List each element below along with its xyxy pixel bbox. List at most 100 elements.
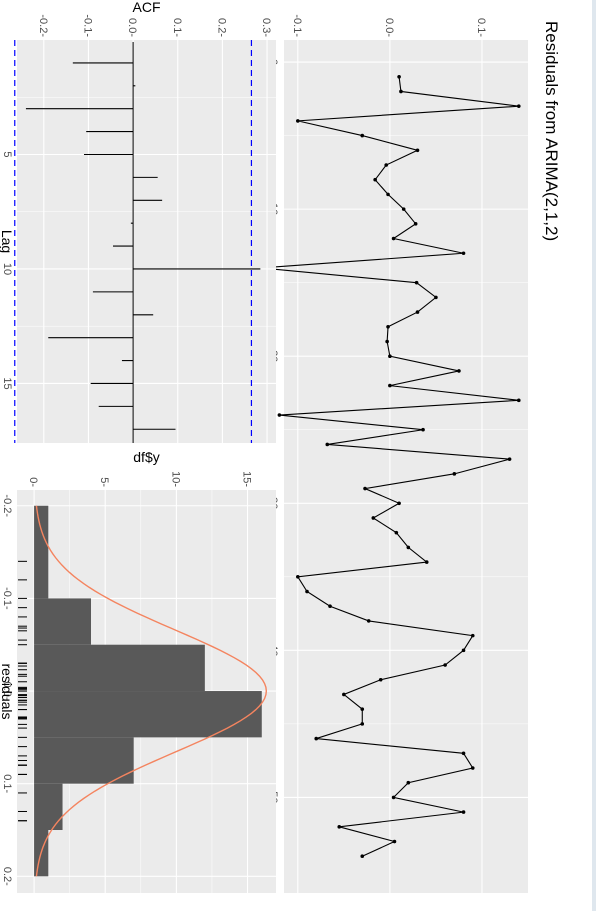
histogram-x-axis-label: residuals (0, 663, 15, 719)
residual-point (296, 119, 300, 123)
histogram-axis-ticks: -0.2- -0.1- 0.0- 0.1- 0.2- 0- 5- 10- 15- (1, 471, 253, 886)
y-tick-label: 0.3- (260, 18, 272, 37)
residual-point (342, 692, 346, 697)
residual-point (360, 722, 365, 726)
residual-point (314, 736, 319, 741)
residual-point (366, 619, 371, 623)
residuals-panel: Residuals from ARIMA(2,1,2) 01020304050-… (259, 14, 561, 893)
residuals-plot-background (284, 40, 528, 893)
acf-plot-background (17, 40, 276, 443)
residual-point (461, 751, 466, 756)
x-tick-label: 0.1- (1, 774, 13, 793)
residual-point (371, 516, 376, 520)
acf-marks (14, 40, 261, 443)
residual-point (406, 545, 411, 550)
acf-panel: 5 10 15 -0.2- -0.1- 0.0- 0.1- 0.2- 0.3- Lag ACF (0, 0, 276, 443)
residual-point (424, 560, 429, 564)
residual-point (373, 177, 377, 182)
residual-point (363, 486, 367, 491)
residual-point (296, 575, 300, 579)
normal-density-curve (35, 505, 268, 877)
y-tick-label: 10- (169, 471, 181, 487)
residual-point (360, 707, 365, 711)
residual-point (360, 133, 365, 138)
residuals-chart-title: Residuals from ARIMA(2,1,2) (542, 21, 561, 241)
y-tick-label: 0.2- (215, 18, 227, 37)
residual-point (413, 222, 418, 226)
histogram-marks (18, 505, 268, 877)
residual-point (516, 398, 521, 403)
y-tick-label: -0.1- (81, 14, 93, 37)
residual-point (461, 251, 466, 256)
acf-axis-ticks: 5 10 15 -0.2- -0.1- 0.0- 0.1- 0.2- 0.3- (1, 14, 272, 389)
y-tick-label: -0.2- (37, 14, 49, 37)
histogram-y-axis-label: df$y (133, 449, 159, 465)
residual-point (399, 89, 403, 94)
residual-point (415, 148, 420, 153)
residual-point (507, 457, 512, 461)
histogram-bar (34, 691, 262, 738)
y-tick-label: -0.1- (291, 14, 303, 37)
residual-point (392, 839, 397, 844)
x-tick-label: 5 (1, 151, 13, 157)
residual-point (394, 530, 399, 535)
residual-point (337, 825, 342, 829)
residual-point (470, 766, 475, 770)
residual-point (401, 207, 406, 211)
acf-grid (17, 40, 276, 443)
residual-point (328, 604, 332, 609)
histogram-bar (34, 505, 49, 599)
residual-point (391, 795, 396, 800)
residual-point (414, 280, 419, 285)
y-tick-label: 0.1- (171, 18, 183, 37)
residual-point (277, 413, 282, 417)
histogram-bar (34, 783, 63, 831)
y-tick-label: 0.0- (126, 18, 138, 37)
residual-series-line (260, 76, 519, 857)
residual-point (305, 589, 309, 594)
residuals-marks (259, 74, 521, 859)
residual-point (378, 677, 383, 682)
x-tick-label: -0.2- (1, 494, 13, 517)
histogram-bar (34, 737, 134, 784)
residual-point (434, 295, 438, 300)
histogram-panel: -0.2- -0.1- 0.0- 0.1- 0.2- 0- 5- 10- 15- residua… (0, 449, 276, 893)
residual-point (397, 501, 401, 506)
residual-point (384, 163, 389, 167)
residual-point (386, 324, 390, 329)
y-tick-label: 0- (27, 477, 39, 487)
x-tick-label: 0.0- (1, 682, 13, 701)
right-window-edge (592, 0, 596, 911)
residual-point (388, 354, 392, 358)
y-tick-label: 0.0- (383, 18, 395, 37)
residual-point (516, 104, 521, 108)
residual-point (397, 74, 401, 79)
x-tick-label: -0.1- (1, 587, 13, 610)
residual-point (457, 369, 461, 373)
histogram-bar (34, 644, 205, 692)
x-tick-label: 0.2- (1, 867, 13, 886)
residual-point (443, 663, 447, 667)
acf-x-axis-label: Lag (0, 230, 15, 253)
residual-point (461, 810, 466, 814)
residual-point (415, 310, 420, 314)
y-tick-label: 15- (241, 471, 253, 487)
y-tick-label: 0.1- (475, 18, 487, 37)
residual-point (406, 780, 411, 785)
x-tick-label: 15 (1, 377, 13, 389)
residual-point (452, 472, 457, 476)
residual-point (461, 648, 466, 653)
residual-point (391, 236, 396, 241)
residual-point (470, 633, 475, 638)
y-tick-label: 5- (98, 477, 110, 487)
x-tick-label: 10 (1, 263, 13, 275)
residual-point (325, 442, 330, 447)
acf-y-axis-label: ACF (133, 0, 161, 15)
residual-point (421, 427, 425, 432)
residual-point (388, 383, 392, 388)
histogram-bar (34, 598, 91, 645)
residual-point (386, 192, 390, 197)
residual-point (385, 339, 389, 344)
residual-point (360, 854, 365, 859)
